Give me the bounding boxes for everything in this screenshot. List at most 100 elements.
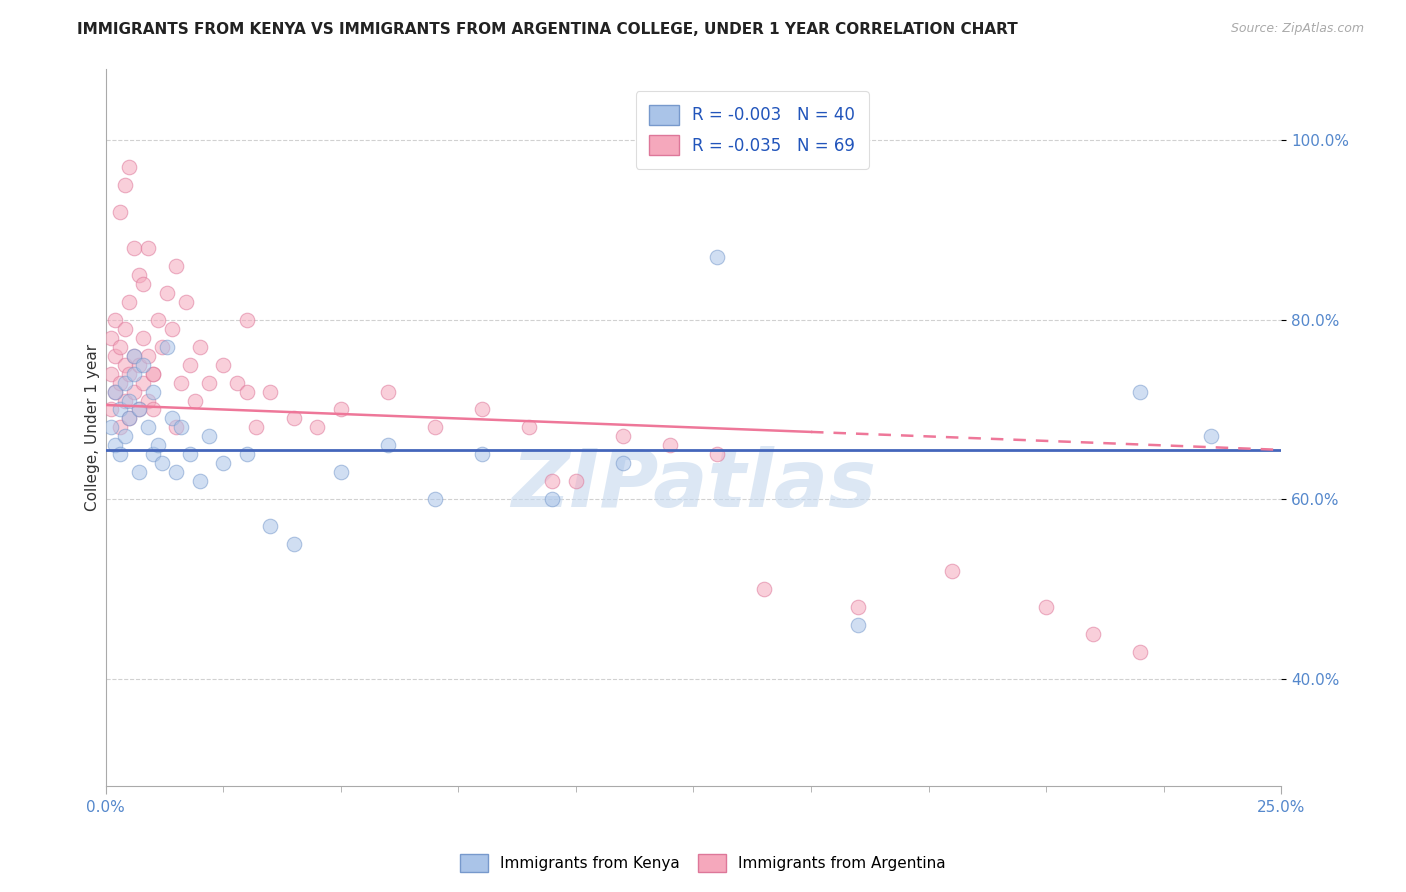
Point <box>118 411 141 425</box>
Point <box>541 492 564 507</box>
Point <box>136 420 159 434</box>
Point <box>517 420 540 434</box>
Point <box>184 393 207 408</box>
Point <box>156 285 179 300</box>
Point <box>160 322 183 336</box>
Point <box>165 420 187 434</box>
Point <box>146 438 169 452</box>
Point <box>212 456 235 470</box>
Point <box>160 411 183 425</box>
Point <box>307 420 329 434</box>
Point <box>198 376 221 390</box>
Point <box>104 438 127 452</box>
Point <box>128 358 150 372</box>
Point <box>1199 429 1222 443</box>
Point <box>188 475 211 489</box>
Point <box>752 582 775 596</box>
Text: Source: ZipAtlas.com: Source: ZipAtlas.com <box>1230 22 1364 36</box>
Point <box>122 241 145 255</box>
Point <box>165 465 187 479</box>
Point <box>132 358 155 372</box>
Point <box>114 322 136 336</box>
Point <box>612 456 634 470</box>
Point <box>377 384 399 399</box>
Point <box>236 447 259 461</box>
Point <box>122 384 145 399</box>
Point <box>423 420 446 434</box>
Point <box>132 376 155 390</box>
Point <box>128 465 150 479</box>
Point <box>136 393 159 408</box>
Point <box>179 447 201 461</box>
Point <box>108 376 131 390</box>
Point <box>142 384 165 399</box>
Point <box>236 312 259 326</box>
Point <box>132 277 155 291</box>
Point <box>150 340 173 354</box>
Point <box>104 384 127 399</box>
Point <box>226 376 249 390</box>
Point <box>170 420 193 434</box>
Point <box>146 312 169 326</box>
Point <box>132 331 155 345</box>
Point <box>1035 599 1057 614</box>
Point <box>329 465 352 479</box>
Point <box>114 178 136 193</box>
Point <box>188 340 211 354</box>
Point <box>377 438 399 452</box>
Point <box>104 384 127 399</box>
Text: ZIPatlas: ZIPatlas <box>510 446 876 524</box>
Point <box>941 564 963 578</box>
Point <box>1081 627 1104 641</box>
Point <box>118 393 141 408</box>
Point <box>283 537 305 551</box>
Point <box>471 447 494 461</box>
Point <box>659 438 682 452</box>
Point <box>541 475 564 489</box>
Point <box>114 429 136 443</box>
Point <box>212 358 235 372</box>
Point <box>706 447 728 461</box>
Point <box>156 340 179 354</box>
Y-axis label: College, Under 1 year: College, Under 1 year <box>86 344 100 511</box>
Point <box>122 367 145 381</box>
Point <box>100 420 122 434</box>
Point <box>114 358 136 372</box>
Point <box>122 349 145 363</box>
Point <box>128 268 150 282</box>
Point <box>142 367 165 381</box>
Point <box>108 205 131 219</box>
Point <box>100 402 122 417</box>
Point <box>100 331 122 345</box>
Text: IMMIGRANTS FROM KENYA VS IMMIGRANTS FROM ARGENTINA COLLEGE, UNDER 1 YEAR CORRELA: IMMIGRANTS FROM KENYA VS IMMIGRANTS FROM… <box>77 22 1018 37</box>
Point <box>128 402 150 417</box>
Point <box>108 402 131 417</box>
Point <box>165 259 187 273</box>
Point <box>104 312 127 326</box>
Point <box>329 402 352 417</box>
Point <box>114 376 136 390</box>
Point <box>150 456 173 470</box>
Point <box>100 367 122 381</box>
Point <box>174 294 197 309</box>
Point <box>179 358 201 372</box>
Point <box>142 402 165 417</box>
Point <box>198 429 221 443</box>
Point <box>236 384 259 399</box>
Point <box>108 447 131 461</box>
Point <box>565 475 588 489</box>
Point <box>108 420 131 434</box>
Point <box>283 411 305 425</box>
Point <box>1129 645 1152 659</box>
Point <box>259 519 281 533</box>
Point <box>114 393 136 408</box>
Point <box>104 349 127 363</box>
Point <box>118 411 141 425</box>
Point <box>471 402 494 417</box>
Point <box>1129 384 1152 399</box>
Legend: Immigrants from Kenya, Immigrants from Argentina: Immigrants from Kenya, Immigrants from A… <box>453 846 953 880</box>
Point <box>612 429 634 443</box>
Point <box>118 294 141 309</box>
Point <box>136 349 159 363</box>
Point <box>128 402 150 417</box>
